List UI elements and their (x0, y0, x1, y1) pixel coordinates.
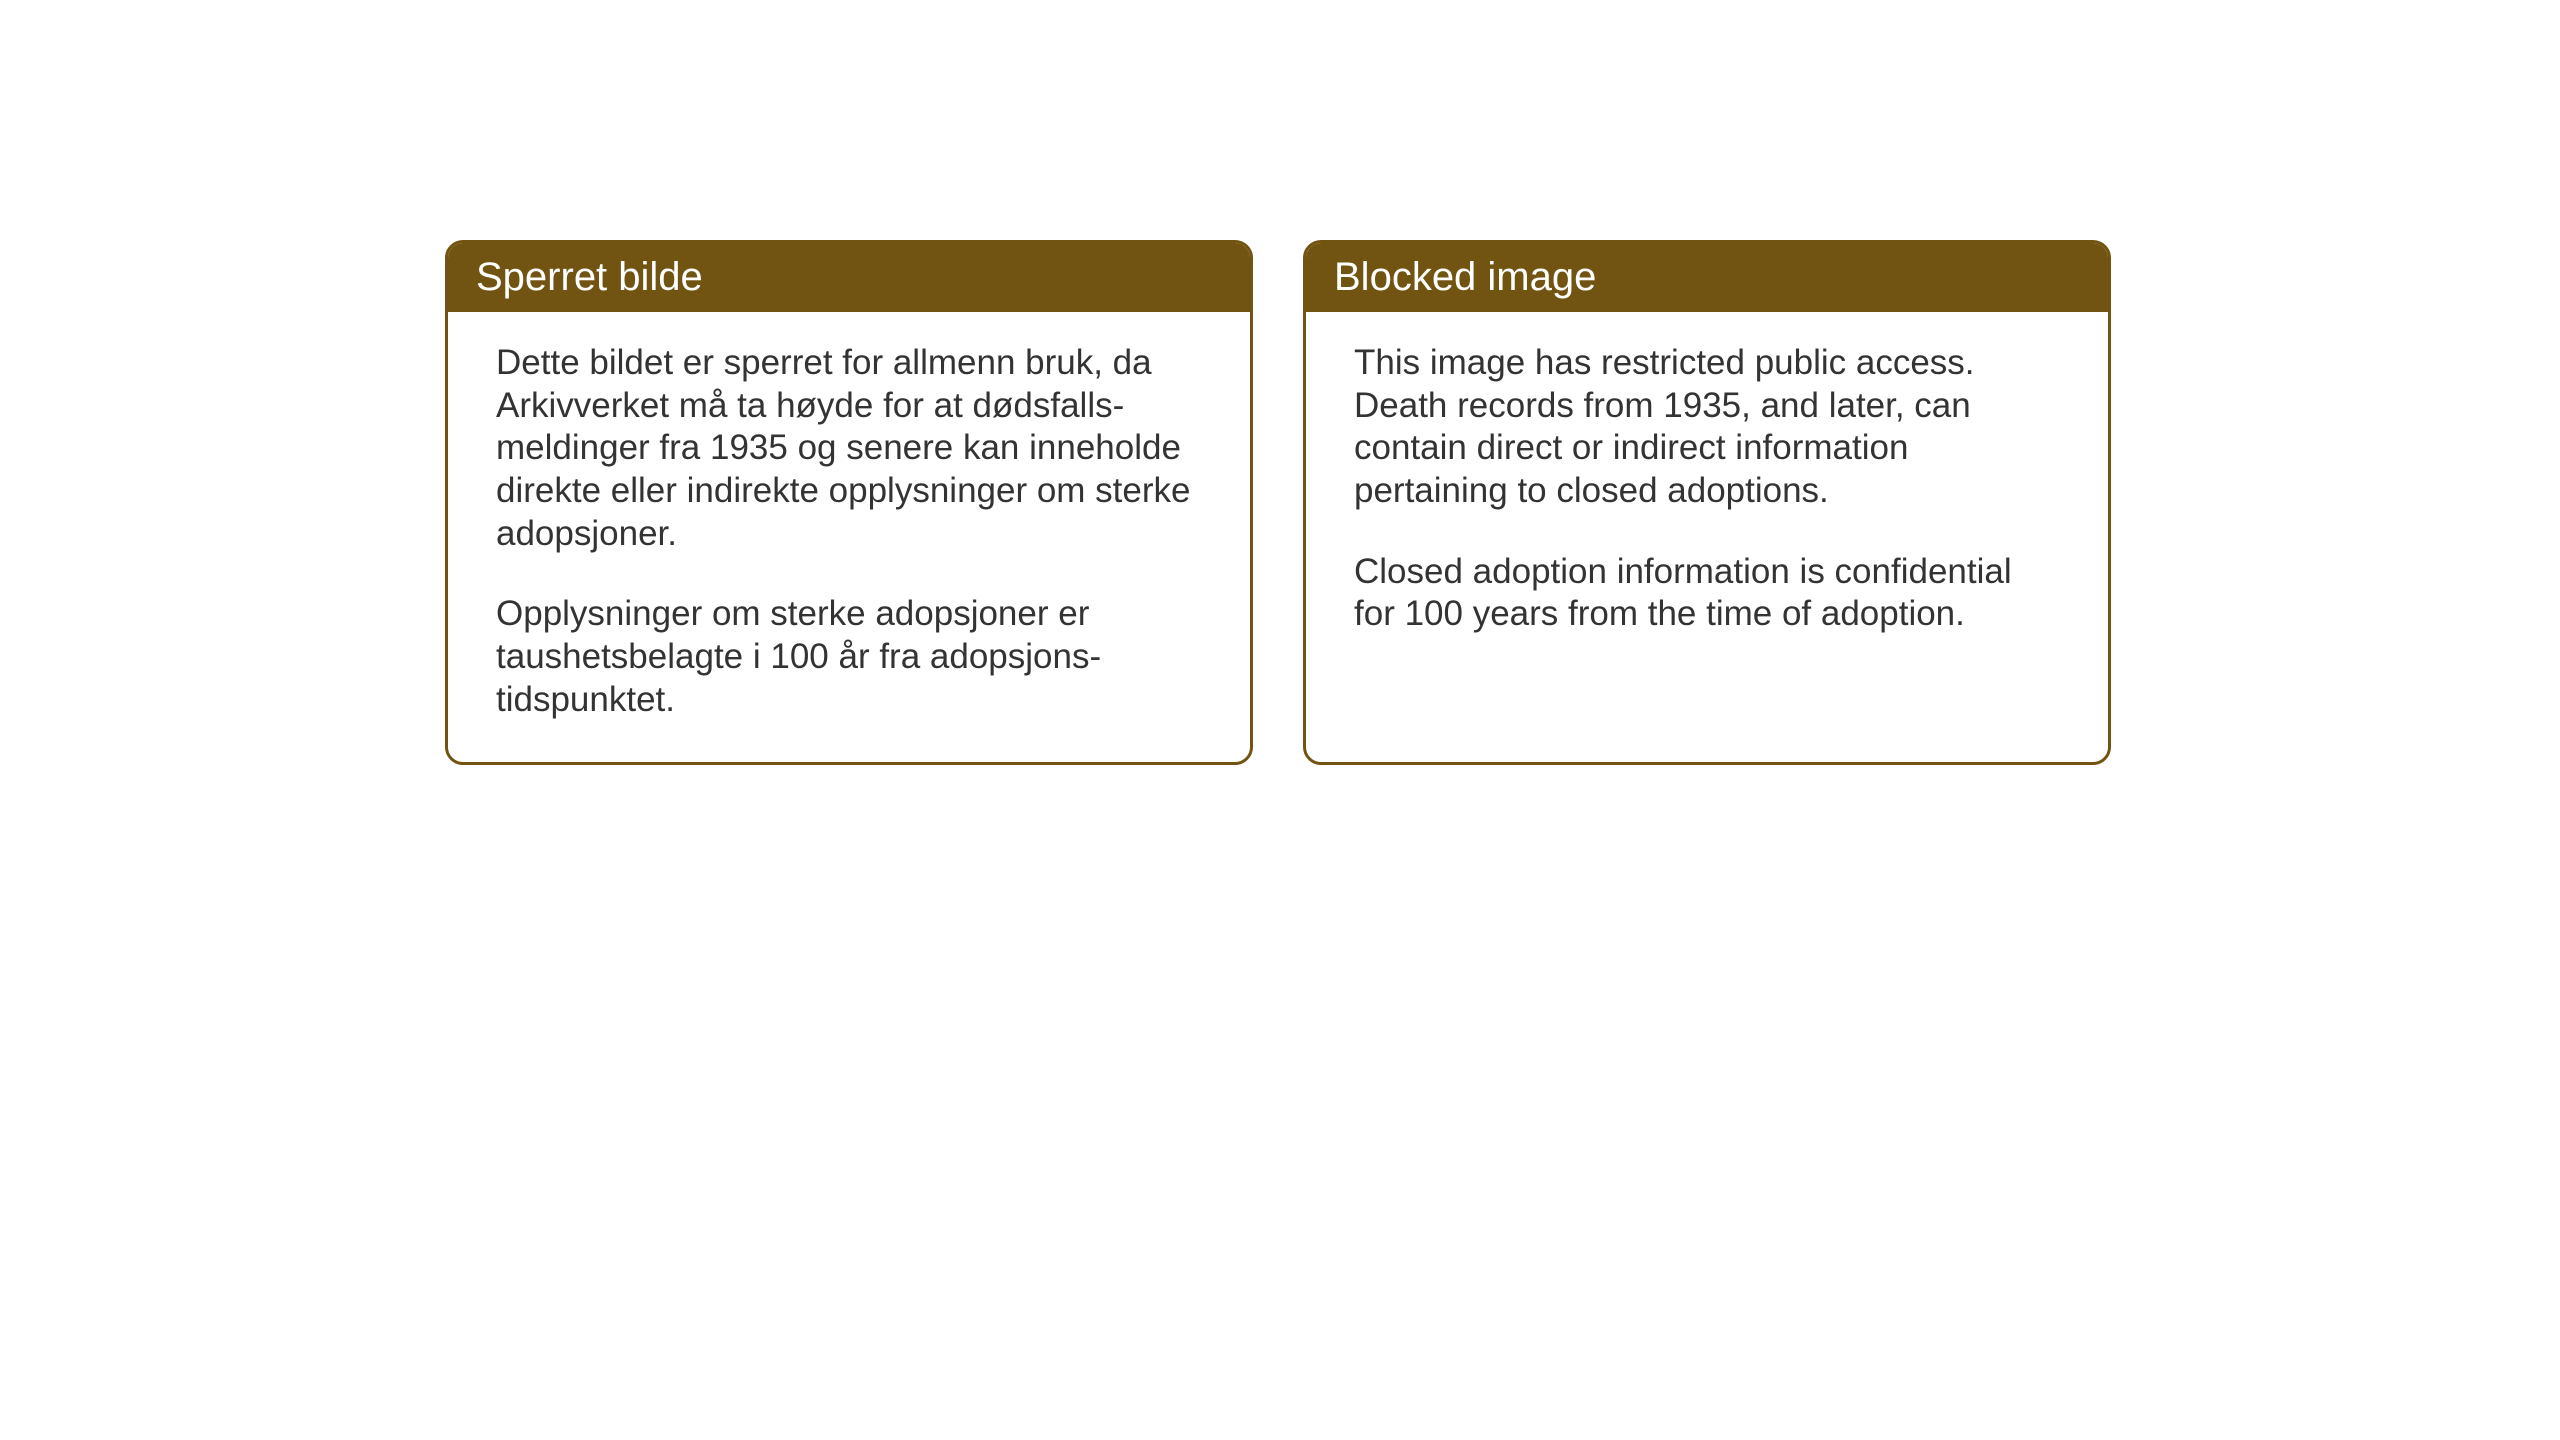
card-paragraph-1-norwegian: Dette bildet er sperret for allmenn bruk… (496, 342, 1202, 555)
blocked-image-card-english: Blocked image This image has restricted … (1303, 240, 2111, 765)
card-container: Sperret bilde Dette bildet er sperret fo… (445, 240, 2111, 765)
card-header-english: Blocked image (1306, 243, 2108, 312)
card-paragraph-2-english: Closed adoption information is confident… (1354, 551, 2060, 636)
card-body-english: This image has restricted public access.… (1306, 312, 2108, 676)
card-paragraph-2-norwegian: Opplysninger om sterke adopsjoner er tau… (496, 593, 1202, 721)
card-header-norwegian: Sperret bilde (448, 243, 1250, 312)
card-paragraph-1-english: This image has restricted public access.… (1354, 342, 2060, 513)
blocked-image-card-norwegian: Sperret bilde Dette bildet er sperret fo… (445, 240, 1253, 765)
card-body-norwegian: Dette bildet er sperret for allmenn bruk… (448, 312, 1250, 762)
